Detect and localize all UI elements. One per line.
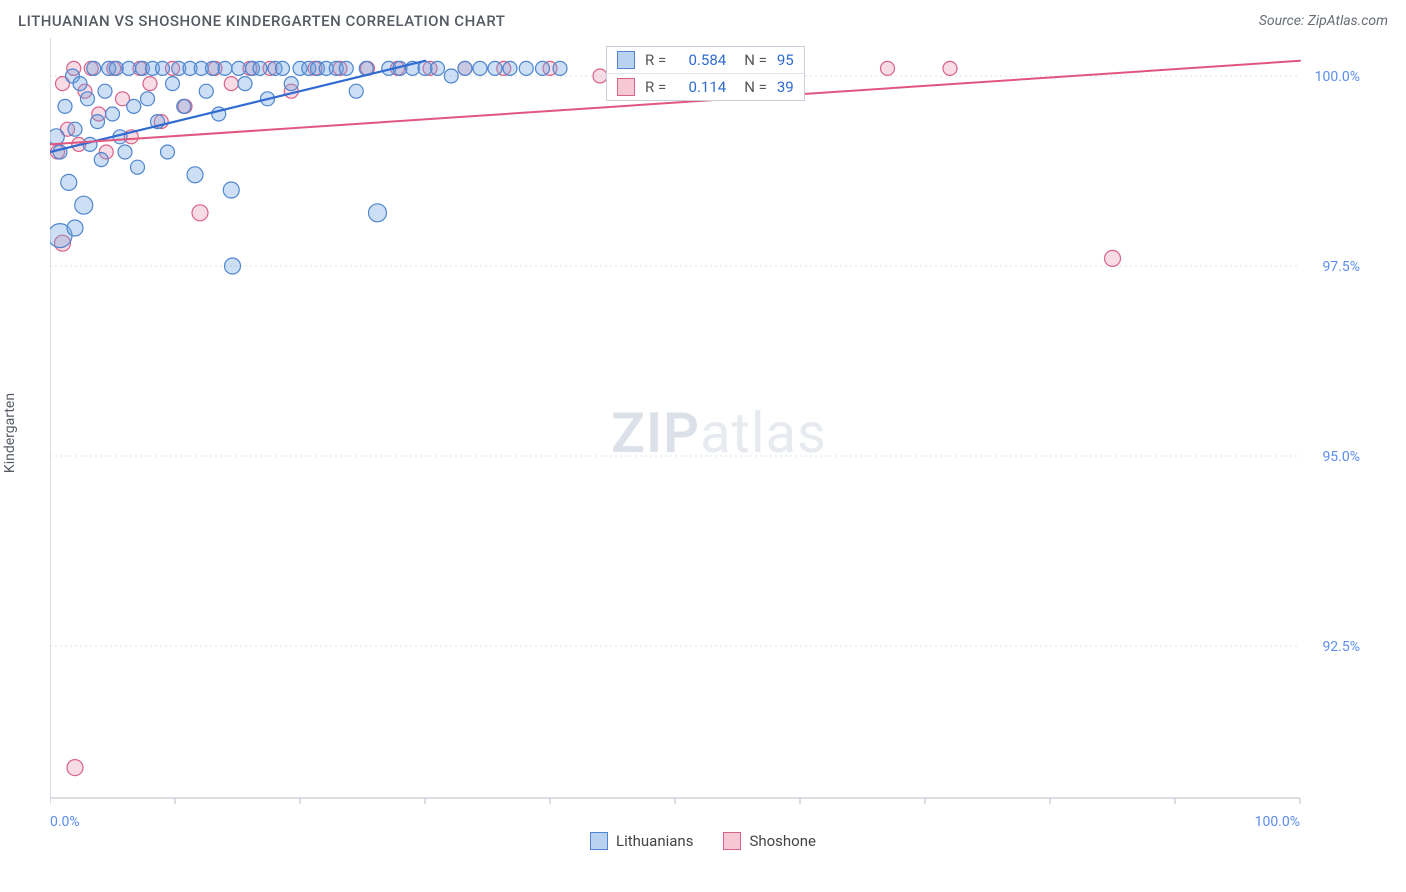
- chart-source: Source: ZipAtlas.com: [1259, 13, 1388, 29]
- r-label: R =: [645, 78, 666, 96]
- svg-text:92.5%: 92.5%: [1322, 639, 1360, 655]
- series-swatch: [617, 51, 635, 69]
- legend-swatch: [590, 832, 608, 850]
- footer-legend: Lithuanians Shoshone: [0, 828, 1406, 850]
- chart-title: LITHUANIAN VS SHOSHONE KINDERGARTEN CORR…: [18, 12, 505, 30]
- legend-item: Shoshone: [723, 832, 816, 850]
- stats-row: R = 0.584 N = 95: [607, 47, 804, 74]
- n-label: N =: [744, 78, 767, 96]
- y-axis-label: Kindergarten: [2, 393, 18, 473]
- svg-text:100.0%: 100.0%: [1315, 69, 1360, 85]
- legend-label: Lithuanians: [616, 832, 693, 850]
- n-value: 95: [777, 51, 794, 69]
- svg-text:97.5%: 97.5%: [1322, 259, 1360, 275]
- n-value: 39: [777, 78, 794, 96]
- svg-text:0.0%: 0.0%: [50, 814, 80, 828]
- legend-swatch: [723, 832, 741, 850]
- n-label: N =: [744, 51, 767, 69]
- legend-label: Shoshone: [749, 832, 816, 850]
- r-label: R =: [645, 51, 666, 69]
- scatter-chart: 92.5% 95.0% 97.5% 100.0% 0.0% 100.0%: [50, 38, 1388, 828]
- chart-area: Kindergarten 92.5%95.0%97.5%100.0%0.0%10…: [50, 38, 1388, 828]
- r-value: 0.584: [676, 51, 726, 69]
- chart-header: LITHUANIAN VS SHOSHONE KINDERGARTEN CORR…: [0, 0, 1406, 38]
- series-swatch: [617, 78, 635, 96]
- svg-text:95.0%: 95.0%: [1322, 449, 1360, 465]
- r-value: 0.114: [676, 78, 726, 96]
- correlation-stats-box: R = 0.584 N = 95 R = 0.114 N = 39: [606, 46, 805, 101]
- stats-row: R = 0.114 N = 39: [607, 74, 804, 100]
- svg-text:100.0%: 100.0%: [1255, 814, 1300, 828]
- legend-item: Lithuanians: [590, 832, 693, 850]
